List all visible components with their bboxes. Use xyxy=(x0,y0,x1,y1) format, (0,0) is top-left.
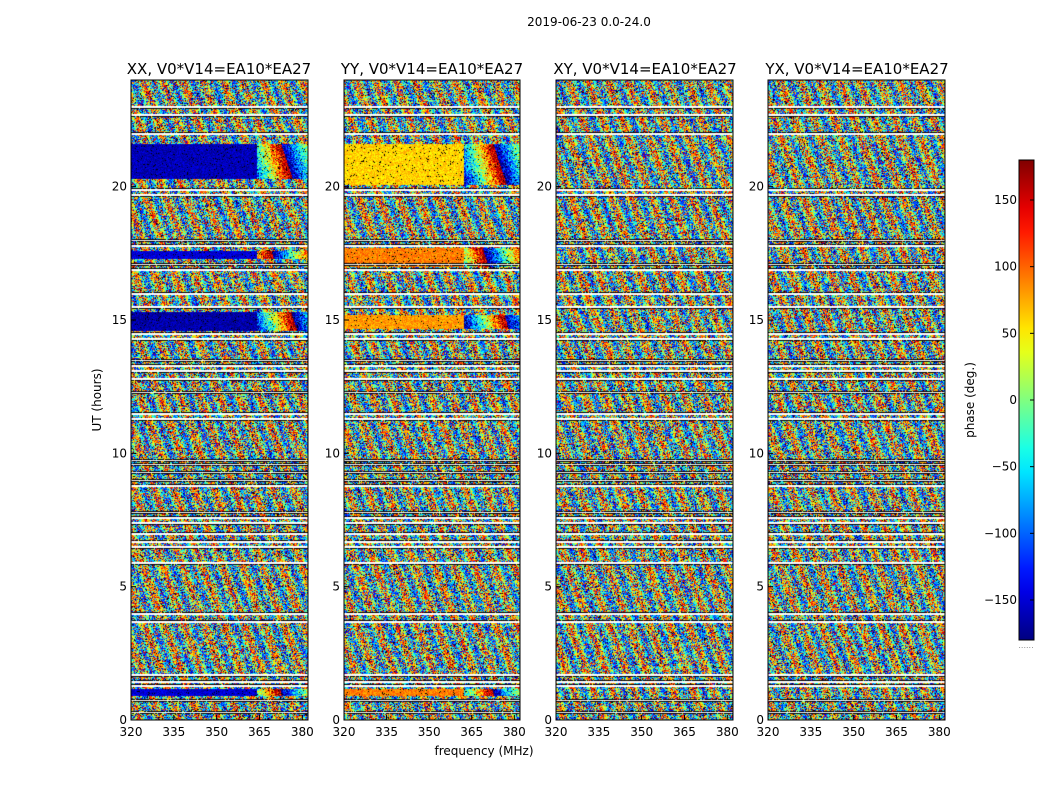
panel-xx: XX, V0*V14=EA10*EA27 320 335 350 365 380 0 5 1… xyxy=(112,60,314,739)
axes-frame-xx xyxy=(130,79,309,721)
yticks-yx: 0 5 10 15 20 xyxy=(749,180,773,727)
heatmap-xy xyxy=(556,80,733,720)
panel-title-yy: YY, V0*V14=EA10*EA27 xyxy=(340,60,523,78)
x-tick-label: 365 xyxy=(248,725,271,739)
colorbar-tick-label: −150 xyxy=(984,593,1017,607)
colorbar-tick-label: −50 xyxy=(992,460,1017,474)
x-tick-label: 335 xyxy=(799,725,822,739)
panel-title-xy: XY, V0*V14=EA10*EA27 xyxy=(553,60,736,78)
heatmap-xx xyxy=(131,80,308,720)
y-tick-label: 20 xyxy=(112,180,127,194)
axes-frame-yy xyxy=(343,79,521,721)
x-tick-label: 380 xyxy=(291,725,314,739)
x-tick-label: 320 xyxy=(545,725,568,739)
y-axis-label: UT (hours) xyxy=(90,368,104,431)
xticks-xy: 320 335 350 365 380 xyxy=(545,715,739,739)
x-tick-label: 380 xyxy=(928,725,951,739)
y-tick-label: 15 xyxy=(325,313,340,327)
heatmap-yx xyxy=(768,80,945,720)
colorbar-label: phase (deg.) xyxy=(963,362,977,438)
colorbar-ticks: 150 100 50 0 −50 −100 −150 xyxy=(984,193,1034,607)
x-tick-label: 350 xyxy=(630,725,653,739)
axes-frame-yx xyxy=(767,79,946,721)
yticks-xx: 0 5 10 15 20 xyxy=(112,180,136,727)
yticks-yy: 0 5 10 15 20 xyxy=(325,180,349,727)
y-tick-label: 20 xyxy=(537,180,552,194)
x-tick-label: 365 xyxy=(885,725,908,739)
y-tick-label: 10 xyxy=(537,446,552,460)
y-tick-label: 5 xyxy=(756,580,764,594)
y-tick-label: 0 xyxy=(756,713,764,727)
xticks-xx: 320 335 350 365 380 xyxy=(120,715,314,739)
y-tick-label: 10 xyxy=(749,446,764,460)
yticks-xy: 0 5 10 15 20 xyxy=(537,180,561,727)
y-tick-label: 15 xyxy=(537,313,552,327)
colorbar-tick-label: 150 xyxy=(994,193,1017,207)
heatmap-yy xyxy=(344,80,520,720)
colorbar: 150 100 50 0 −50 −100 −150 phase (deg.) ...... xyxy=(963,159,1035,650)
y-tick-label: 10 xyxy=(325,446,340,460)
y-tick-label: 20 xyxy=(749,180,764,194)
x-tick-label: 320 xyxy=(333,725,356,739)
y-tick-label: 5 xyxy=(119,580,127,594)
x-tick-label: 350 xyxy=(418,725,441,739)
colorbar-tick-label: 50 xyxy=(1002,326,1017,340)
x-tick-label: 365 xyxy=(460,725,483,739)
xticks-yy: 320 335 350 365 380 xyxy=(333,715,526,739)
x-tick-label: 335 xyxy=(375,725,398,739)
y-tick-label: 5 xyxy=(332,580,340,594)
y-tick-label: 0 xyxy=(332,713,340,727)
y-tick-label: 5 xyxy=(544,580,552,594)
x-tick-label: 350 xyxy=(842,725,865,739)
y-tick-label: 0 xyxy=(119,713,127,727)
x-tick-label: 350 xyxy=(205,725,228,739)
x-tick-label: 320 xyxy=(757,725,780,739)
x-tick-label: 335 xyxy=(587,725,610,739)
x-tick-label: 380 xyxy=(503,725,526,739)
y-tick-label: 10 xyxy=(112,446,127,460)
x-tick-label: 320 xyxy=(120,725,143,739)
y-tick-label: 0 xyxy=(544,713,552,727)
y-tick-label: 20 xyxy=(325,180,340,194)
y-tick-label: 15 xyxy=(112,313,127,327)
x-tick-label: 365 xyxy=(673,725,696,739)
axes-frame-xy xyxy=(555,79,734,721)
colorbar-tick-label: 100 xyxy=(994,260,1017,274)
colorbar-tick-label: 0 xyxy=(1009,393,1017,407)
xticks-yx: 320 335 350 365 380 xyxy=(757,715,951,739)
panel-yy: YY, V0*V14=EA10*EA27 320 335 350 365 380 0 5 1… xyxy=(325,60,526,739)
panel-title-yx: YX, V0*V14=EA10*EA27 xyxy=(764,60,948,78)
x-tick-label: 380 xyxy=(716,725,739,739)
panel-title-xx: XX, V0*V14=EA10*EA27 xyxy=(127,60,311,78)
y-tick-label: 15 xyxy=(749,313,764,327)
x-tick-label: 335 xyxy=(162,725,185,739)
x-axis-label: frequency (MHz) xyxy=(434,744,533,758)
colorbar-tick-label: −100 xyxy=(984,526,1017,540)
figure-suptitle: 2019-06-23 0.0-24.0 xyxy=(527,15,651,29)
colorbar-footer: ...... xyxy=(1018,641,1033,650)
panel-xy: XY, V0*V14=EA10*EA27 320 335 350 365 380 0 5 1… xyxy=(537,60,739,739)
panel-yx: YX, V0*V14=EA10*EA27 320 335 350 365 380 0 5 1… xyxy=(749,60,951,739)
